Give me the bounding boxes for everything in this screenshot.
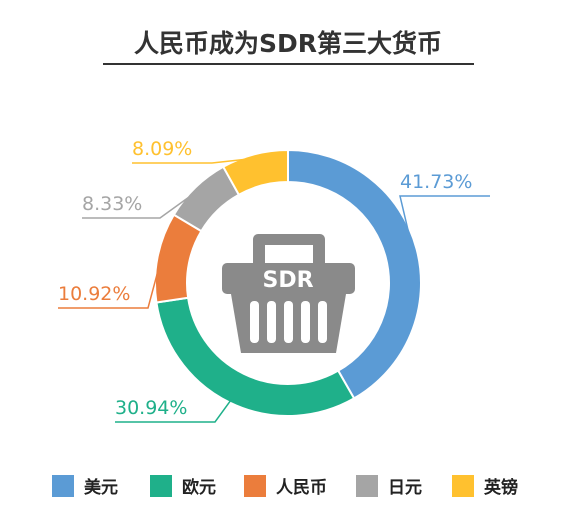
legend-label-1: 欧元 (182, 477, 216, 498)
leader-line-2 (58, 257, 163, 309)
legend: 美元 欧元 人民币 日元 英镑 (52, 475, 518, 498)
legend-swatch-3 (356, 475, 378, 497)
value-label-2: 10.92% (58, 283, 130, 305)
leader-line-4 (132, 157, 256, 164)
legend-swatch-0 (52, 475, 74, 497)
slice-4 (221, 148, 289, 197)
legend-label-3: 日元 (388, 478, 422, 498)
leader-line-0 (399, 195, 490, 251)
legend-label-2: 人民币 (276, 478, 327, 498)
donut-slices (154, 148, 422, 417)
legend-swatch-2 (244, 475, 266, 497)
value-labels: 41.73% 30.94% 10.92% 8.33% 8.09% (58, 138, 490, 423)
basket-slots (250, 301, 327, 343)
slice-0 (287, 148, 422, 400)
legend-swatch-4 (452, 475, 474, 497)
value-label-4: 8.09% (132, 138, 192, 160)
chart-title: 人民币成为SDR第三大货币 (134, 29, 442, 58)
legend-swatch-1 (150, 475, 172, 497)
leader-line-1 (115, 398, 233, 423)
legend-label-4: 英镑 (484, 477, 518, 498)
center-label: SDR (262, 268, 313, 293)
leader-line-3 (82, 189, 199, 219)
value-label-0: 41.73% (400, 171, 472, 193)
value-label-3: 8.33% (82, 193, 142, 215)
value-label-1: 30.94% (115, 397, 187, 419)
legend-label-0: 美元 (84, 477, 118, 498)
